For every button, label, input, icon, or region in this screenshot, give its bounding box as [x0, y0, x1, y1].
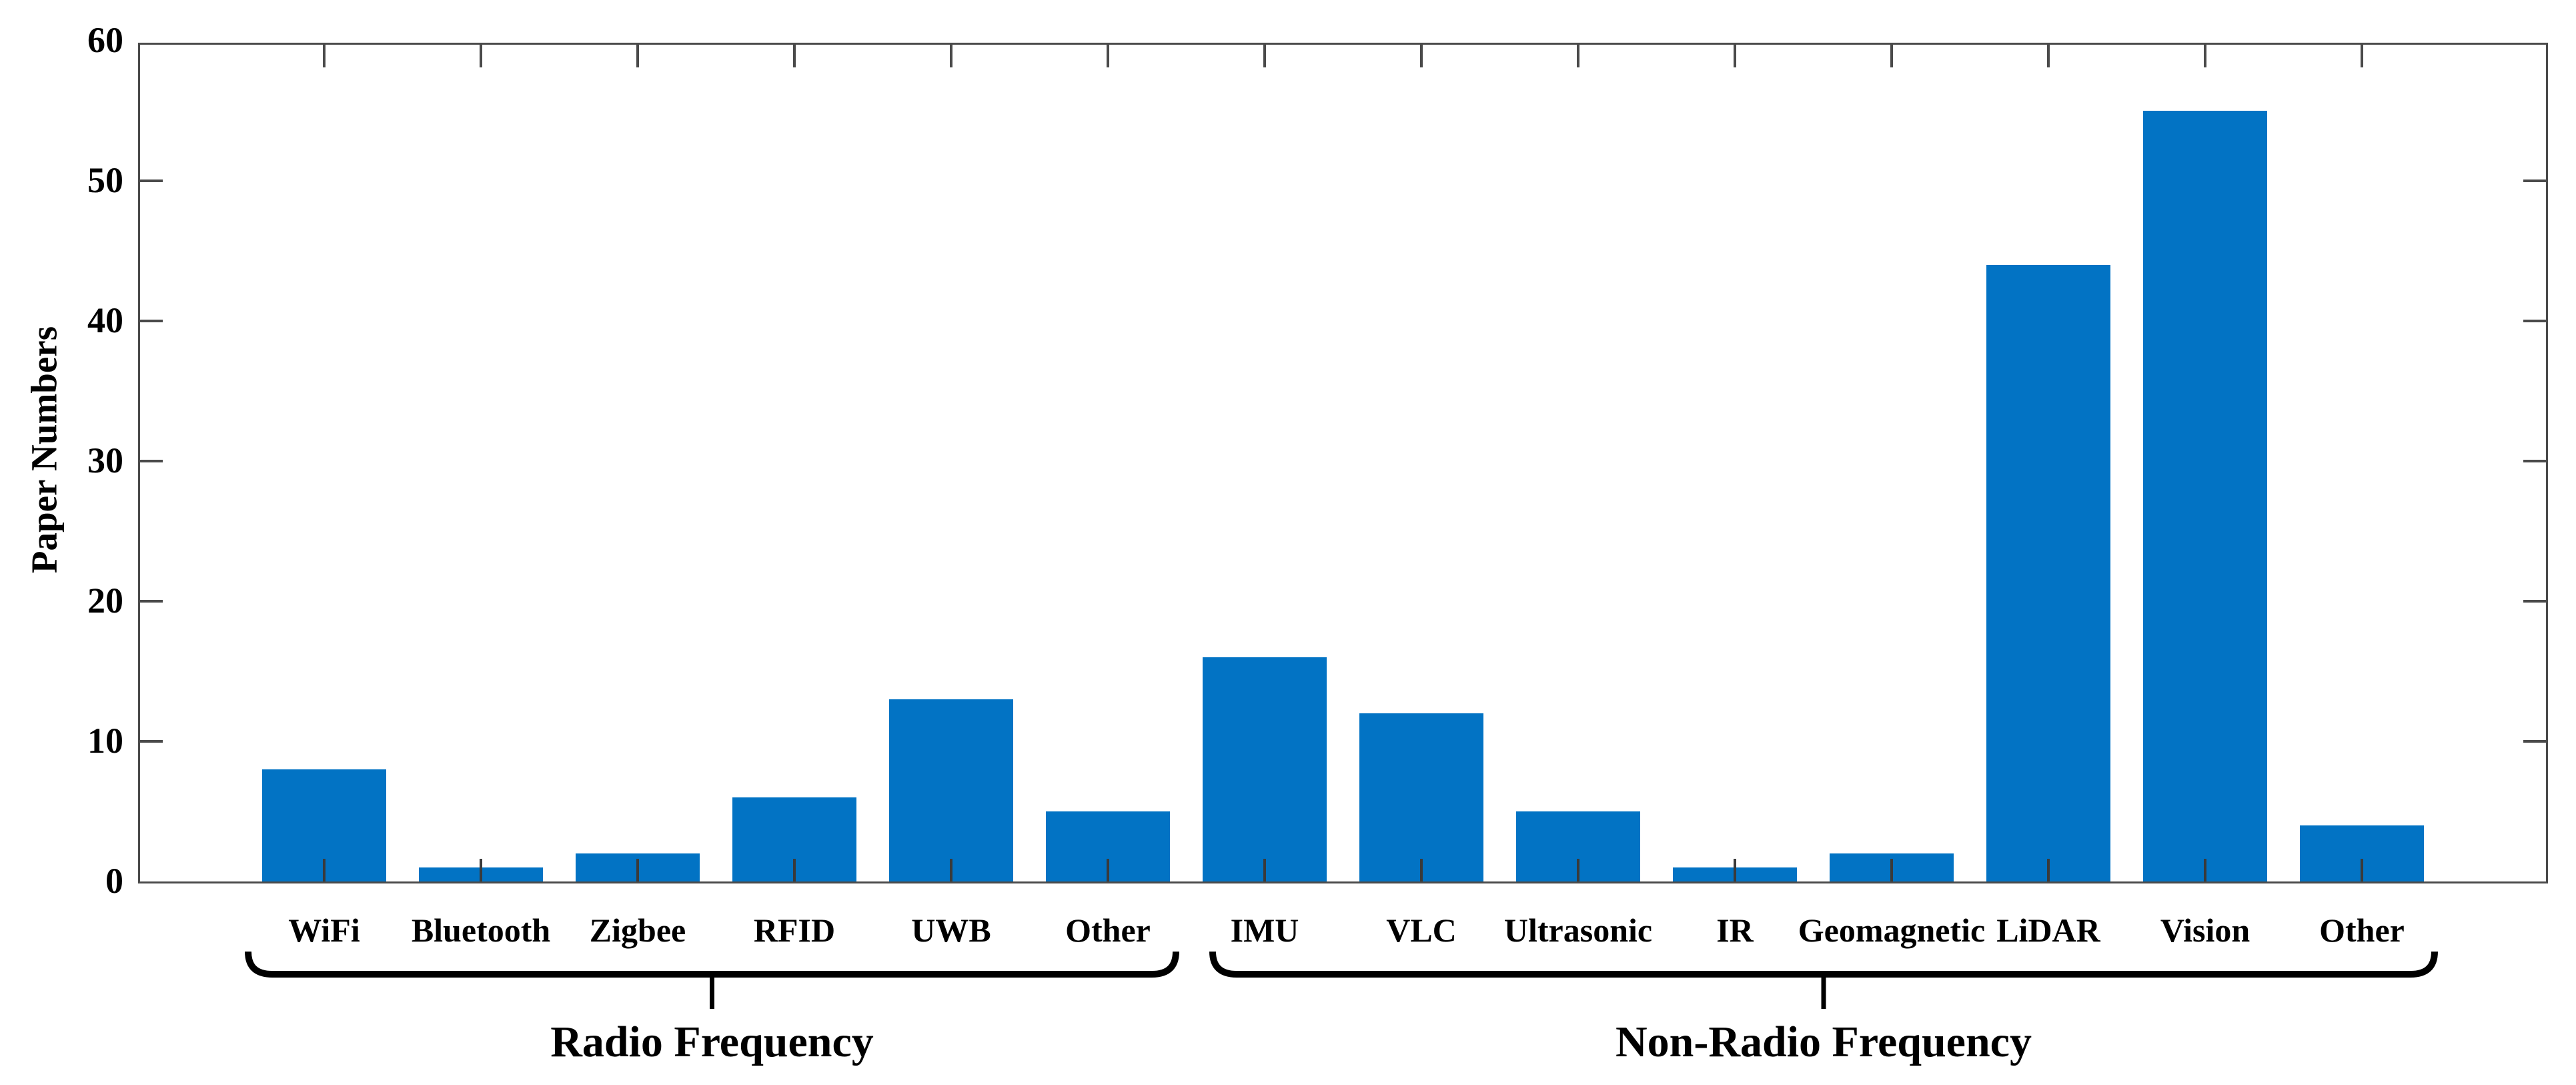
y-tick-label-0: 0	[105, 860, 123, 901]
x-tick-top-13	[2361, 45, 2363, 67]
x-tick-top-0	[323, 45, 326, 67]
y-tick-label-40: 40	[87, 300, 123, 340]
x-category-label-9-ir: IR	[1716, 912, 1754, 949]
x-tick-top-3	[793, 45, 796, 67]
x-tick-bottom-11	[2047, 859, 2050, 881]
x-tick-bottom-7	[1420, 859, 1423, 881]
x-tick-bottom-12	[2204, 859, 2206, 881]
x-tick-top-7	[1420, 45, 1423, 67]
x-tick-bottom-3	[793, 859, 796, 881]
x-tick-bottom-1	[480, 859, 482, 881]
y-tick-label-10: 10	[87, 720, 123, 761]
group-label-non-radio-frequency: Non-Radio Frequency	[1616, 1018, 2032, 1066]
y-tick-left-30	[140, 460, 163, 462]
y-tick-left-10	[140, 740, 163, 743]
y-tick-label-60: 60	[87, 19, 123, 60]
y-tick-right-40	[2523, 320, 2546, 322]
x-category-label-12-vision: Vision	[2160, 912, 2250, 949]
x-tick-bottom-10	[1890, 859, 1893, 881]
y-axis-title: Paper Numbers	[23, 326, 65, 574]
x-category-label-2-zigbee: Zigbee	[589, 912, 686, 949]
x-tick-bottom-5	[1107, 859, 1109, 881]
y-tick-label-50: 50	[87, 159, 123, 200]
x-tick-top-6	[1263, 45, 1266, 67]
x-tick-top-5	[1107, 45, 1109, 67]
y-tick-right-50	[2523, 179, 2546, 182]
brace-radio-frequency	[245, 951, 1179, 978]
x-category-label-7-vlc: VLC	[1386, 912, 1457, 949]
y-tick-label-20: 20	[87, 580, 123, 621]
x-tick-bottom-6	[1263, 859, 1266, 881]
x-category-label-10-geomagnetic: Geomagnetic	[1798, 912, 1986, 949]
x-tick-top-11	[2047, 45, 2050, 67]
x-tick-bottom-0	[323, 859, 326, 881]
group-label-radio-frequency: Radio Frequency	[550, 1018, 874, 1066]
x-tick-top-4	[950, 45, 952, 67]
x-category-label-3-rfid: RFID	[753, 912, 836, 949]
x-category-label-4-uwb: UWB	[911, 912, 991, 949]
x-tick-bottom-8	[1577, 859, 1579, 881]
x-tick-bottom-9	[1734, 859, 1736, 881]
x-category-label-0-wifi: WiFi	[288, 912, 360, 949]
x-category-label-11-lidar: LiDAR	[1996, 912, 2100, 949]
y-tick-left-40	[140, 320, 163, 322]
bar-12-vision	[2143, 111, 2267, 881]
x-tick-top-2	[636, 45, 639, 67]
bar-4-uwb	[889, 699, 1013, 881]
y-tick-right-10	[2523, 740, 2546, 743]
y-tick-left-20	[140, 600, 163, 603]
x-category-label-13-other: Other	[2319, 912, 2405, 949]
x-tick-bottom-4	[950, 859, 952, 881]
x-tick-top-1	[480, 45, 482, 67]
x-tick-top-8	[1577, 45, 1579, 67]
x-tick-top-12	[2204, 45, 2206, 67]
x-tick-top-10	[1890, 45, 1893, 67]
plot-area	[138, 43, 2548, 883]
x-tick-bottom-13	[2361, 859, 2363, 881]
bar-11-lidar	[1986, 265, 2110, 881]
x-tick-top-9	[1734, 45, 1736, 67]
y-tick-right-30	[2523, 460, 2546, 462]
y-tick-left-50	[140, 179, 163, 182]
brace-non-radio-frequency	[1209, 951, 2438, 978]
y-tick-label-30: 30	[87, 440, 123, 480]
x-category-label-1-bluetooth: Bluetooth	[411, 912, 551, 949]
bar-6-imu	[1203, 657, 1327, 881]
x-category-label-8-ultrasonic: Ultrasonic	[1503, 912, 1653, 949]
x-category-label-6-imu: IMU	[1230, 912, 1299, 949]
x-tick-bottom-2	[636, 859, 639, 881]
y-tick-right-20	[2523, 600, 2546, 603]
bar-7-vlc	[1359, 713, 1483, 881]
x-category-label-5-other: Other	[1065, 912, 1151, 949]
